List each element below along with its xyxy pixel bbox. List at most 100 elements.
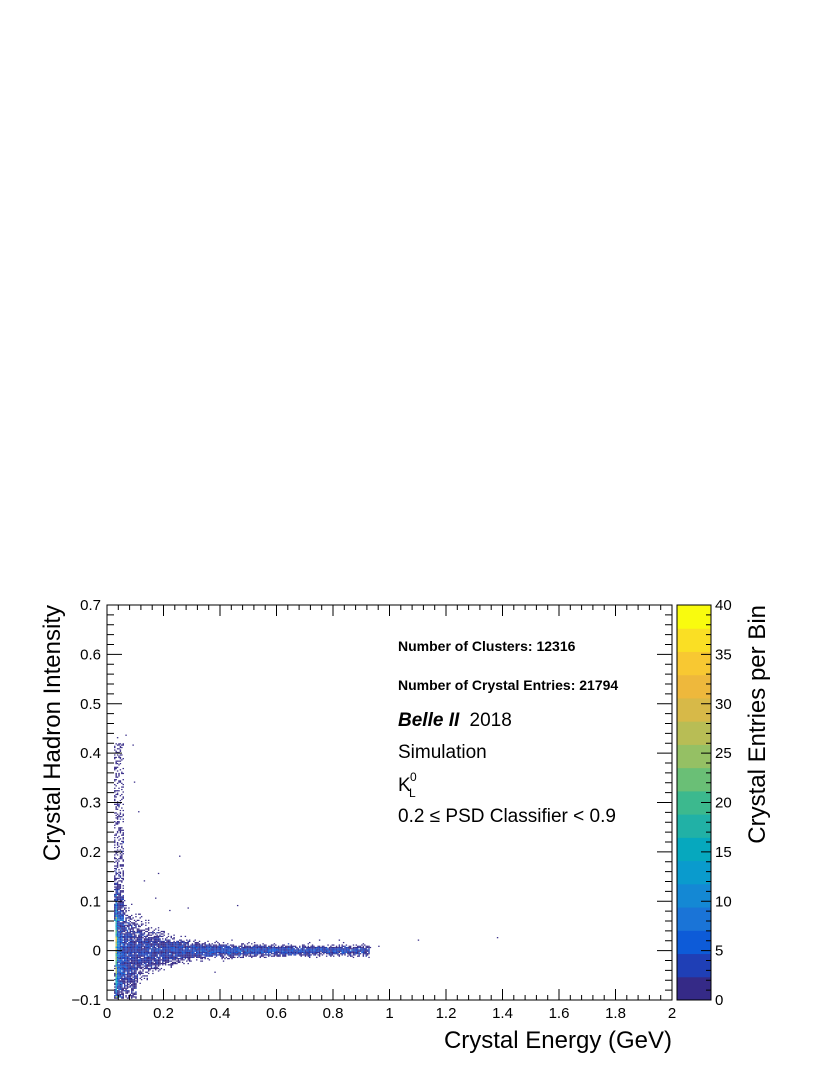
- heatmap-cell: [114, 850, 116, 852]
- heatmap-cell: [115, 860, 117, 862]
- heatmap-cell: [118, 828, 120, 830]
- heatmap-cell: [198, 956, 201, 959]
- heatmap-cell: [215, 945, 218, 947]
- heatmap-cell: [256, 950, 259, 952]
- heatmap-cell: [345, 950, 348, 952]
- heatmap-cell: [143, 949, 146, 951]
- heatmap-cell: [215, 948, 218, 950]
- heatmap-cell: [115, 933, 117, 935]
- heatmap-cell: [335, 951, 338, 954]
- heatmap-cell: [114, 745, 116, 747]
- heatmap-cell: [118, 951, 120, 954]
- heatmap-cell: [171, 938, 174, 940]
- heatmap-cell: [116, 896, 119, 898]
- heatmap-cell: [122, 950, 124, 952]
- heatmap-cell: [129, 943, 132, 945]
- heatmap-cell: [214, 953, 216, 955]
- heatmap-cell: [116, 970, 119, 972]
- heatmap-cell: [318, 948, 321, 950]
- heatmap-cell: [122, 975, 124, 977]
- heatmap-cell: [316, 949, 318, 951]
- heatmap-cell: [301, 954, 304, 956]
- heatmap-cell: [128, 934, 130, 936]
- heatmap-cell: [188, 951, 191, 954]
- heatmap-cell: [131, 997, 133, 999]
- heatmap-cell: [190, 955, 192, 957]
- heatmap-cell: [157, 872, 160, 875]
- heatmap-cell: [121, 959, 123, 961]
- heatmap-cell: [331, 951, 333, 954]
- heatmap-cell: [334, 950, 336, 952]
- heatmap-cell: [118, 897, 120, 899]
- heatmap-cell: [256, 944, 259, 946]
- heatmap-cell: [255, 954, 257, 956]
- heatmap-cell: [311, 953, 314, 955]
- heatmap-cell: [167, 960, 170, 962]
- heatmap-cell: [290, 946, 293, 949]
- heatmap-cell: [149, 938, 151, 940]
- heatmap-cell: [259, 949, 261, 951]
- heatmap-cell: [136, 930, 139, 933]
- heatmap-cell: [118, 927, 120, 929]
- heatmap-cell: [180, 943, 182, 945]
- heatmap-cell: [147, 951, 150, 954]
- heatmap-cell: [116, 821, 119, 823]
- heatmap-cell: [224, 949, 226, 951]
- heatmap-cell: [183, 955, 185, 957]
- heatmap-cell: [132, 969, 134, 971]
- heatmap-cell: [159, 946, 161, 949]
- heatmap-cell: [181, 955, 184, 957]
- heatmap-cell: [262, 943, 264, 945]
- heatmap-cell: [246, 948, 249, 950]
- heatmap-cell: [191, 954, 194, 956]
- heatmap-cell: [191, 950, 194, 952]
- heatmap-cell: [119, 972, 122, 975]
- heatmap-cell: [301, 950, 304, 952]
- heatmap-cell: [147, 941, 150, 944]
- heatmap-cell: [123, 956, 126, 959]
- heatmap-cell: [163, 955, 165, 957]
- heatmap-cell: [121, 939, 123, 941]
- heatmap-cell: [116, 949, 119, 951]
- heatmap-cell: [121, 969, 123, 971]
- heatmap-cell: [121, 771, 123, 773]
- heatmap-cell: [121, 919, 123, 921]
- heatmap-cell: [325, 953, 328, 955]
- heatmap-cell: [118, 933, 120, 935]
- heatmap-cell: [125, 943, 127, 945]
- heatmap-cell: [155, 950, 157, 952]
- heatmap-cell: [253, 948, 256, 950]
- heatmap-cell: [313, 945, 315, 947]
- heatmap-cell: [128, 972, 130, 975]
- heatmap-cell: [145, 944, 147, 946]
- heatmap-cell: [119, 838, 122, 840]
- heatmap-cell: [131, 959, 133, 961]
- heatmap-cell: [328, 951, 331, 954]
- heatmap-cell: [140, 954, 143, 956]
- heatmap-cell: [118, 756, 120, 759]
- heatmap-cell: [173, 950, 175, 952]
- heatmap-cell: [193, 944, 195, 946]
- heatmap-cell: [122, 951, 124, 954]
- heatmap-cell: [133, 993, 136, 996]
- heatmap-cell: [132, 917, 134, 919]
- heatmap-cell: [300, 949, 302, 951]
- heatmap-cell: [153, 932, 156, 934]
- heatmap-cell: [129, 951, 132, 954]
- heatmap-cell: [114, 800, 116, 802]
- heatmap-cell: [119, 951, 122, 954]
- heatmap-cell: [191, 948, 194, 950]
- heatmap-cell: [118, 972, 120, 975]
- heatmap-cell: [129, 974, 132, 976]
- heatmap-cell: [162, 946, 164, 949]
- heatmap-cell: [198, 948, 201, 950]
- heatmap-cell: [143, 941, 146, 944]
- heatmap-cell: [131, 970, 133, 972]
- heatmap-cell: [114, 749, 116, 751]
- heatmap-cell: [152, 944, 154, 946]
- heatmap-cell: [118, 991, 120, 993]
- heatmap-cell: [136, 958, 139, 960]
- heatmap-cell: [316, 950, 318, 952]
- heatmap-cell: [133, 927, 136, 929]
- heatmap-cell: [187, 940, 189, 942]
